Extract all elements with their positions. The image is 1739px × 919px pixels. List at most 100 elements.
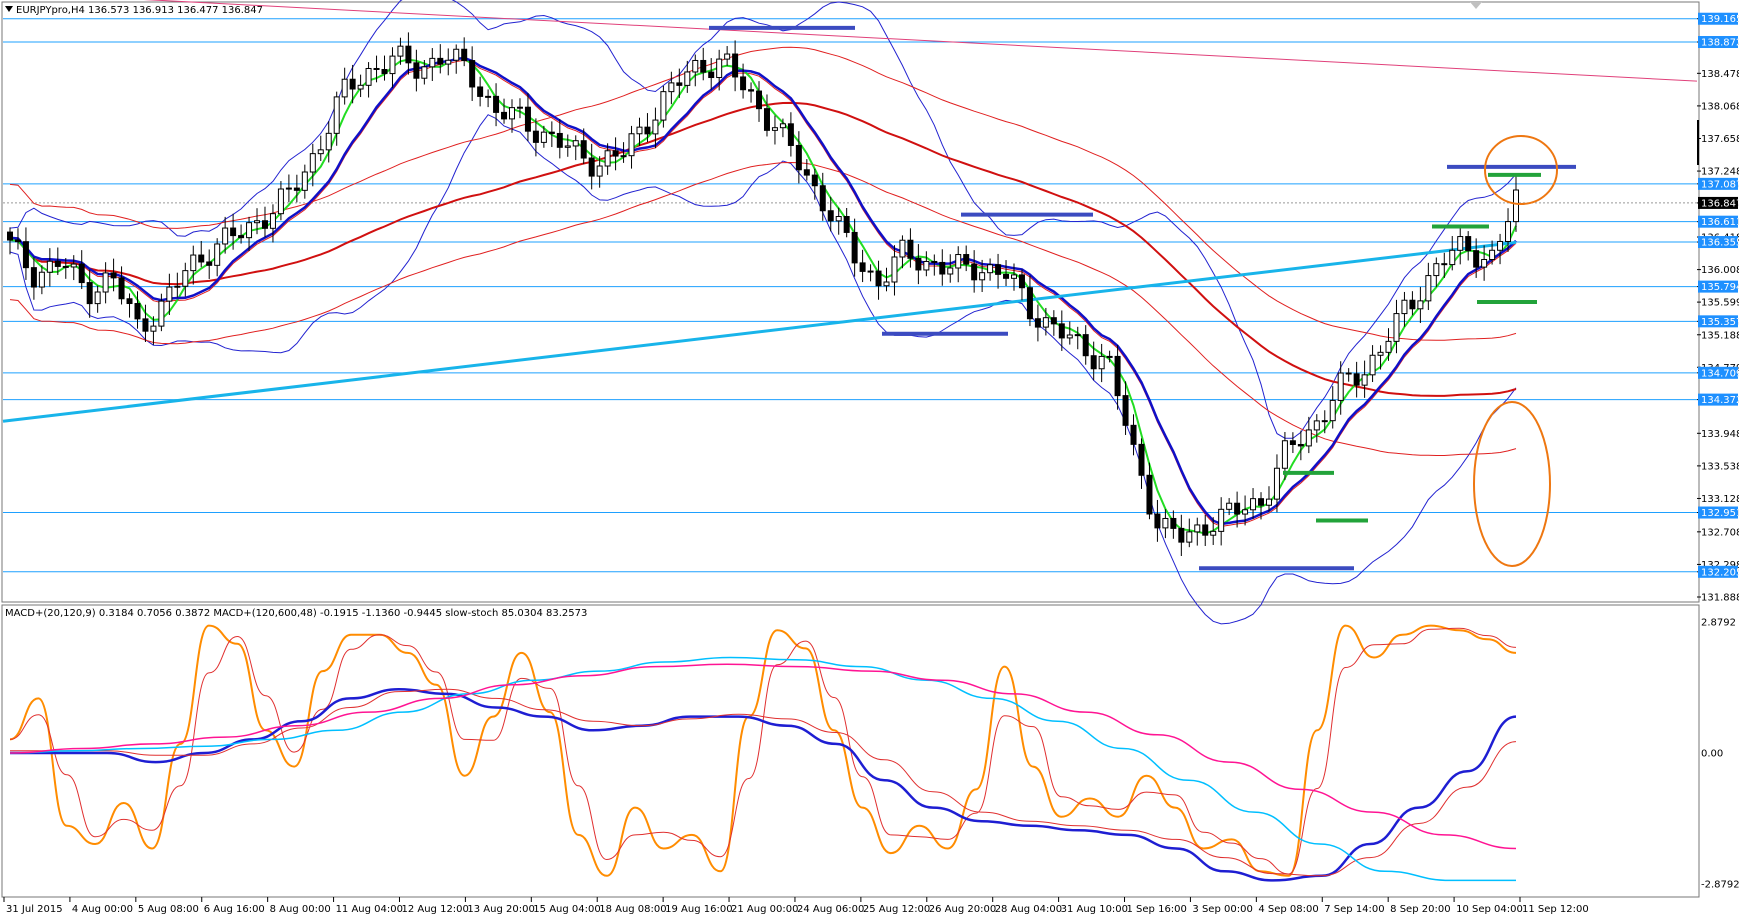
candle [110,258,117,292]
candle [94,285,101,313]
price-axis: 139.165 138.872 138.478 138.068 137.658 137.2… [1697,12,1739,604]
time-tick-label: 21 Aug 00:00 [731,904,798,915]
price-tick-label: 131.888 [1701,593,1739,604]
candle [357,74,364,98]
time-tick-label: 28 Aug 04:00 [995,904,1062,915]
candle [477,76,484,107]
time-tick-label: 31 Jul 2015 [6,904,63,915]
time-tick-label: 15 Aug 04:00 [533,904,600,915]
candle [971,250,978,293]
time-tick-label: 13 Aug 20:00 [467,904,534,915]
price-tag-label: 138.872 [1701,38,1739,49]
candle [222,216,229,254]
candle [1329,386,1336,429]
candle [1250,488,1257,519]
price-tick-label: 138.068 [1701,101,1739,112]
candle [206,249,213,279]
candle [1082,325,1089,365]
candle [827,196,834,232]
candle [62,258,69,279]
candle [700,47,707,81]
price-tag [1698,280,1738,293]
candle [493,83,500,127]
candle [572,135,579,161]
candle [1098,343,1105,383]
candle [811,168,818,200]
candle [373,55,380,83]
candle [708,58,715,90]
candle [86,269,93,318]
candle [724,46,731,66]
candle [596,156,603,188]
candle [1433,257,1440,287]
candle [1497,233,1504,265]
candle [30,257,37,300]
candle [301,164,308,199]
candle [684,60,691,93]
price-tick-label: 137.248 [1701,167,1739,178]
candle [756,81,763,122]
candles-layer [7,32,1519,557]
candle [883,267,890,292]
shift-marker-icon[interactable] [1470,2,1482,9]
candle [469,46,476,101]
candle [437,44,444,74]
menu-triangle-icon[interactable] [5,6,13,12]
candle [349,64,356,104]
candle [819,172,826,221]
candle [907,228,914,268]
time-tick-label: 1 Sep 16:00 [1127,904,1187,915]
highlight-circle [1484,135,1558,205]
price-tick-label: 132.708 [1701,527,1739,538]
candle [676,68,683,98]
price-tick-label: 133.948 [1701,429,1739,440]
candle [405,32,412,75]
candle [126,293,133,318]
candle [1178,514,1185,557]
price-tick-label: 132.298 [1701,560,1739,571]
time-tick-label: 31 Aug 10:00 [1061,904,1128,915]
candle [134,291,141,329]
candle [987,258,994,281]
candle [1074,326,1081,350]
candle [174,272,181,298]
candle [1226,498,1233,516]
candle [899,235,906,269]
candle [1273,454,1280,513]
time-tick-label: 11 Sep 12:00 [1522,904,1589,915]
price-tag [1698,215,1738,228]
price-tag [1698,236,1738,249]
indicator-tick-label: 2.8792 [1701,618,1736,629]
candle [588,143,595,190]
candle [158,293,165,332]
candle [947,254,954,283]
time-tick-label: 8 Sep 20:00 [1390,904,1450,915]
time-tick-label: 10 Sep 04:00 [1456,904,1523,915]
candle [1258,492,1265,520]
candle [1265,486,1272,512]
candle [1481,245,1488,281]
candle [1090,341,1097,381]
candle [1114,345,1121,410]
price-tag-label: 134.372 [1701,395,1739,406]
candle [1170,510,1177,539]
candle [1305,416,1312,454]
candle [1377,345,1384,370]
candle [1417,286,1424,323]
candle [732,40,739,92]
candle [1018,269,1025,301]
candle [501,98,508,124]
candle [1154,499,1161,542]
candle [1066,321,1073,345]
candle [652,107,659,149]
highlight-oval [1473,401,1551,567]
candle [540,125,547,148]
candle [285,174,292,203]
candle [1409,291,1416,316]
candle [1465,231,1472,261]
candle [509,99,515,133]
price-tick-label: 137.658 [1701,134,1739,145]
candle [740,63,747,99]
time-tick-label: 7 Sep 14:00 [1324,904,1384,915]
